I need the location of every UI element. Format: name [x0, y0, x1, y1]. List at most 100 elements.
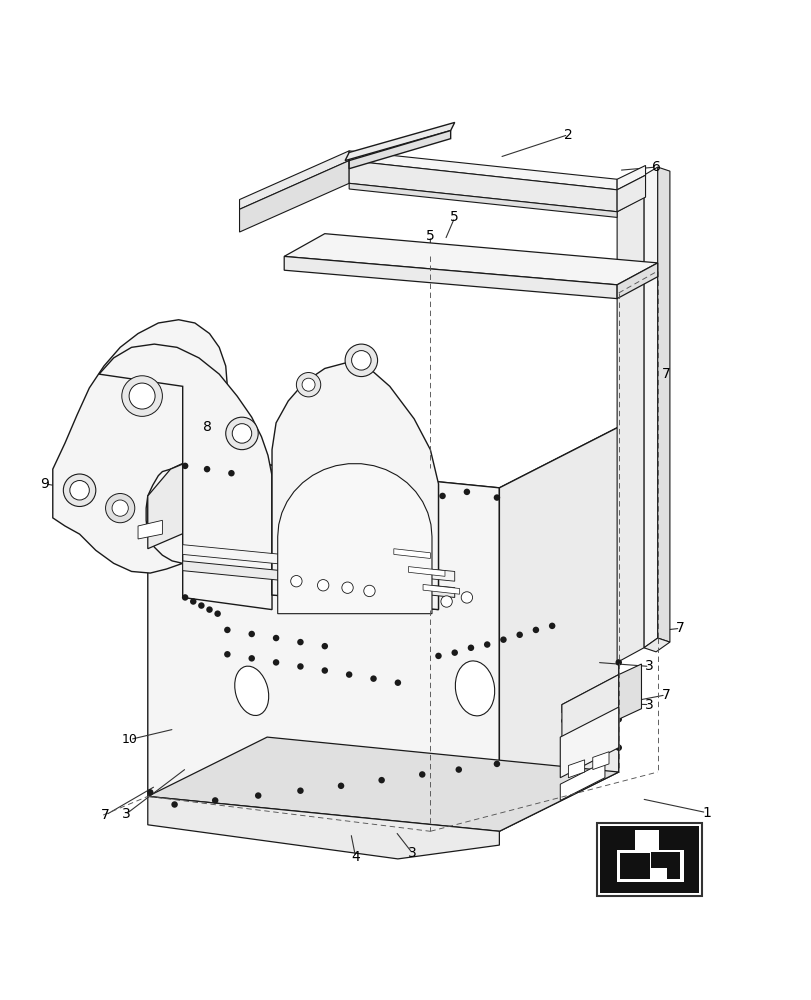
FancyBboxPatch shape: [599, 826, 698, 893]
Circle shape: [214, 610, 221, 617]
Polygon shape: [657, 167, 669, 642]
Circle shape: [439, 493, 445, 499]
Text: 7: 7: [101, 808, 109, 822]
Circle shape: [182, 594, 188, 601]
Circle shape: [597, 732, 603, 739]
Circle shape: [402, 489, 409, 495]
Text: 5: 5: [426, 229, 434, 243]
Polygon shape: [560, 761, 604, 800]
Circle shape: [548, 623, 555, 629]
Circle shape: [579, 739, 586, 745]
Circle shape: [418, 771, 425, 778]
Circle shape: [615, 692, 621, 698]
Polygon shape: [643, 638, 669, 652]
Circle shape: [579, 712, 586, 718]
Circle shape: [317, 580, 328, 591]
Text: 2: 2: [564, 128, 572, 142]
Text: 9: 9: [41, 477, 49, 491]
Circle shape: [129, 383, 155, 409]
Circle shape: [597, 706, 603, 713]
Circle shape: [493, 761, 500, 767]
Polygon shape: [148, 427, 618, 504]
Polygon shape: [148, 453, 499, 831]
Circle shape: [297, 639, 303, 645]
Polygon shape: [272, 362, 438, 610]
Circle shape: [467, 645, 474, 651]
Circle shape: [516, 632, 522, 638]
Polygon shape: [182, 561, 454, 597]
Circle shape: [435, 653, 441, 659]
Circle shape: [378, 510, 384, 516]
Polygon shape: [616, 830, 683, 882]
Circle shape: [232, 424, 251, 443]
Polygon shape: [616, 197, 643, 662]
FancyBboxPatch shape: [596, 823, 702, 896]
Circle shape: [362, 521, 368, 528]
Circle shape: [302, 378, 315, 391]
Polygon shape: [618, 835, 680, 880]
Polygon shape: [592, 752, 608, 770]
Circle shape: [112, 500, 128, 516]
Circle shape: [394, 525, 401, 532]
Circle shape: [615, 659, 621, 666]
Polygon shape: [284, 256, 616, 299]
Circle shape: [290, 576, 302, 587]
Circle shape: [461, 592, 472, 603]
Polygon shape: [284, 234, 657, 285]
Circle shape: [351, 351, 371, 370]
Circle shape: [297, 663, 303, 670]
Circle shape: [182, 463, 188, 469]
Text: 3: 3: [122, 807, 130, 821]
Text: 7: 7: [661, 367, 669, 381]
Circle shape: [455, 766, 461, 773]
Polygon shape: [499, 427, 618, 831]
Polygon shape: [616, 165, 645, 190]
Circle shape: [105, 494, 135, 523]
Polygon shape: [393, 549, 430, 558]
Text: 7: 7: [661, 688, 669, 702]
Circle shape: [296, 373, 320, 397]
Circle shape: [362, 508, 368, 515]
Circle shape: [204, 466, 210, 472]
Text: 3: 3: [645, 698, 653, 712]
Text: 3: 3: [645, 659, 653, 673]
Circle shape: [198, 602, 204, 609]
Circle shape: [248, 631, 255, 637]
Polygon shape: [148, 737, 618, 831]
Polygon shape: [561, 675, 618, 713]
Text: 7: 7: [676, 621, 684, 635]
Circle shape: [337, 783, 344, 789]
Polygon shape: [568, 760, 584, 778]
Circle shape: [370, 675, 376, 682]
Ellipse shape: [234, 666, 268, 715]
Polygon shape: [182, 545, 454, 581]
Circle shape: [378, 523, 384, 529]
Circle shape: [272, 659, 279, 666]
Circle shape: [560, 744, 567, 751]
Circle shape: [615, 716, 621, 722]
Circle shape: [225, 417, 258, 450]
Circle shape: [248, 655, 255, 662]
Polygon shape: [408, 567, 444, 576]
Text: 1: 1: [702, 806, 710, 820]
Circle shape: [122, 376, 162, 416]
Circle shape: [147, 789, 153, 796]
Polygon shape: [643, 167, 657, 648]
Polygon shape: [349, 161, 616, 212]
Circle shape: [483, 641, 490, 648]
Circle shape: [190, 598, 196, 605]
Circle shape: [463, 489, 470, 495]
Polygon shape: [148, 453, 227, 549]
Circle shape: [493, 494, 500, 501]
Polygon shape: [423, 584, 459, 594]
Polygon shape: [560, 707, 618, 778]
Polygon shape: [616, 175, 645, 212]
Polygon shape: [53, 320, 227, 573]
Circle shape: [321, 667, 328, 674]
Polygon shape: [138, 520, 162, 539]
Circle shape: [341, 582, 353, 593]
Circle shape: [615, 744, 621, 751]
Polygon shape: [239, 151, 349, 209]
Circle shape: [451, 649, 457, 656]
Circle shape: [440, 596, 452, 607]
